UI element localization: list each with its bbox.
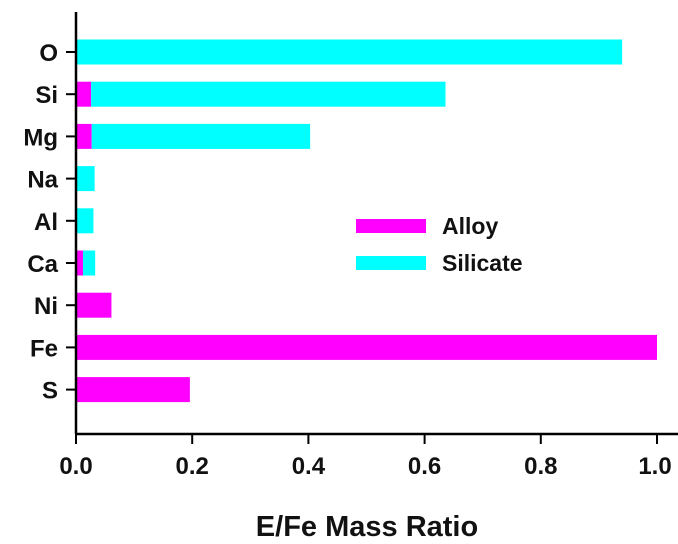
x-ticks-group: 0.0 0.2 0.4 0.6 0.8 1.0 <box>59 434 672 480</box>
y-tick-label-o: O <box>39 40 58 67</box>
x-axis-title: E/Fe Mass Ratio <box>256 511 478 543</box>
bars-group <box>76 39 657 403</box>
bar-na-silicate <box>76 166 95 192</box>
bar-s-alloy <box>76 377 190 403</box>
bar-mg-silicate <box>91 123 311 149</box>
y-ticks-group: O Si Mg Na Al Ca Ni Fe S <box>23 40 76 405</box>
x-tick-label: 0.0 <box>59 453 92 480</box>
x-tick-label: 0.4 <box>292 453 326 480</box>
legend: Alloy Silicate <box>356 213 523 276</box>
x-tick-label: 0.2 <box>176 453 209 480</box>
bar-fe-alloy <box>76 334 657 360</box>
x-tick-label: 1.0 <box>638 453 671 480</box>
y-tick-label-s: S <box>42 378 58 405</box>
bar-o-silicate <box>76 39 623 65</box>
x-tick-label: 0.8 <box>524 453 557 480</box>
y-tick-label-al: Al <box>34 209 58 236</box>
y-tick-label-fe: Fe <box>30 335 58 362</box>
bar-ca-silicate <box>82 250 96 276</box>
legend-label-silicate: Silicate <box>442 250 523 276</box>
bar-ca-alloy <box>76 250 83 276</box>
bar-si-alloy <box>76 81 92 107</box>
y-tick-label-ca: Ca <box>27 251 58 278</box>
axes-group <box>74 12 678 436</box>
bar-si-silicate <box>91 81 446 107</box>
y-tick-label-mg: Mg <box>23 124 58 151</box>
y-tick-label-na: Na <box>27 167 58 194</box>
legend-swatch-alloy <box>356 219 426 233</box>
bar-ni-alloy <box>76 292 112 318</box>
x-tick-label: 0.6 <box>408 453 441 480</box>
legend-swatch-silicate <box>356 256 426 270</box>
bar-mg-alloy <box>76 123 92 149</box>
legend-label-alloy: Alloy <box>442 213 498 239</box>
bar-al-silicate <box>76 208 94 234</box>
y-tick-label-si: Si <box>35 82 58 109</box>
y-tick-label-ni: Ni <box>34 293 58 320</box>
